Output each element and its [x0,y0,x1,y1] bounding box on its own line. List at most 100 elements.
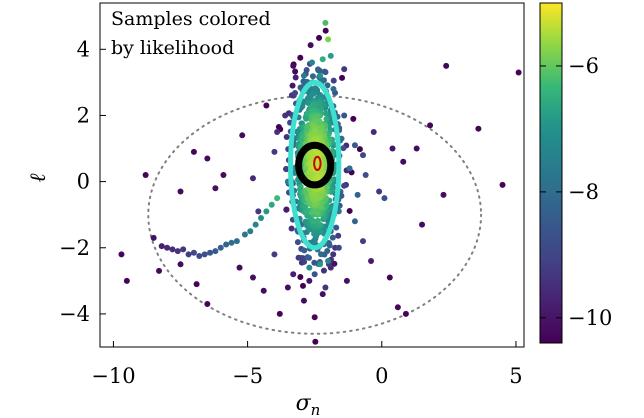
scatter-point [309,59,315,66]
colorbar: −10 −8 −6 [539,2,612,344]
scatter-point [315,174,322,181]
scatter-point [341,66,348,73]
y-tick-label: −2 [59,236,90,260]
scatter-point [327,52,334,59]
annotation-line-2: by likelihood [111,37,234,59]
scatter-point [310,218,317,225]
x-tick-label: −5 [232,364,263,388]
scatter-point [201,251,208,258]
scatter-point [307,93,314,100]
scatter-point [321,68,328,75]
scatter-point [169,246,176,253]
scatter-point [322,110,329,117]
scatter-point [335,244,342,251]
scatter-point [311,201,318,208]
annotation-box: Samples colored by likelihood [111,8,271,59]
scatter-point [330,86,337,92]
scatter-point [301,247,308,254]
scatter-point [220,172,227,178]
scatter-point [299,255,306,262]
scatter-point [325,36,332,43]
scatter-point [351,142,358,149]
scatter-point [190,249,197,256]
scatter-point [381,195,388,202]
scatter-point [394,304,401,311]
scatter-point [288,225,295,232]
scatter-point [343,277,350,284]
scatter-point [400,158,407,165]
scatter-point [156,267,163,274]
scatter-point [333,224,340,231]
scatter-point [263,102,270,109]
contour-ellipse-black [295,141,335,189]
scatter-point [236,264,243,271]
scatter-point [283,134,290,141]
scatter-point [260,287,267,294]
scatter-point [268,201,275,208]
scatter-point [370,129,377,135]
scatter-point [283,166,290,173]
x-tick-label: 5 [509,364,522,388]
scatter-point [177,261,184,268]
x-tick-label: 0 [375,364,388,388]
scatter-point [292,89,299,96]
scatter-point [249,274,256,281]
x-axis: −10 −5 0 5 [91,341,523,388]
scatter-point [311,259,318,266]
scatter-point [282,112,289,119]
scatter-point [239,132,246,139]
scatter-point [123,277,130,284]
scatter-point [292,74,299,81]
scatter-point [335,232,342,239]
scatter-point [212,248,219,255]
scatter-point [271,251,278,258]
scatter-point [255,208,262,215]
scatter-point [314,217,321,224]
y-tick-label: −4 [59,302,90,326]
scatter-point [174,248,181,255]
scatter-point [324,247,331,254]
scatter-point [330,77,337,84]
scatter-point [316,67,323,74]
scatter-point [317,72,324,79]
x-axis-label: σn [296,391,321,418]
scatter-point [322,19,329,26]
scatter-point [258,215,265,221]
scatter-point [440,191,447,198]
scatter-point [306,254,313,261]
scatter-point [284,284,291,291]
scatter-point [294,239,301,246]
scatter-point [196,253,203,260]
y-tick-label: 2 [77,103,90,127]
scatter-point [312,338,319,345]
scatter-point [142,172,149,178]
colorbar-tick-label: −6 [568,54,599,78]
scatter-point [289,82,296,89]
scatter-point [241,231,248,238]
scatter-point [427,122,434,129]
scatter-point [316,100,323,107]
scatter-point [297,183,304,190]
scatter-point [212,185,219,192]
colorbar-gradient [540,3,562,343]
scatter-point [300,72,307,79]
scatter-point [185,251,192,258]
contour-ellipse-cyan [288,79,342,251]
scatter-point [320,267,327,274]
scatter-point [307,42,314,49]
y-axis: −4 −2 0 2 4 [59,37,106,326]
scatter-point [274,129,281,135]
scatter-point [207,249,214,256]
scatter-point [346,165,353,172]
scatter-point [319,56,326,63]
scatter-point [193,281,200,288]
scatter-point [233,238,240,245]
scatter-point [263,208,270,215]
scatter-point [283,206,290,213]
scatter-point [389,145,396,152]
x-tick-label: −10 [91,364,135,388]
scatter-point [359,238,366,245]
scatter-point [359,152,366,159]
scatter-point [330,251,337,258]
